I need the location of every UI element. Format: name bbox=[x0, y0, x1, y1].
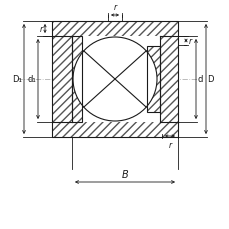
Text: d: d bbox=[197, 75, 202, 84]
Bar bbox=[52, 37, 72, 123]
Text: D: D bbox=[207, 75, 213, 84]
Bar bbox=[72, 37, 82, 123]
Bar bbox=[146, 47, 159, 112]
Text: d₁: d₁ bbox=[28, 75, 36, 84]
Bar bbox=[82, 37, 146, 123]
Text: r: r bbox=[168, 140, 171, 149]
Bar bbox=[52, 123, 177, 137]
Text: r: r bbox=[188, 37, 191, 46]
Text: D₁: D₁ bbox=[13, 75, 22, 84]
Text: B: B bbox=[121, 169, 128, 179]
Bar bbox=[72, 37, 82, 123]
Bar bbox=[52, 22, 177, 137]
Bar bbox=[146, 47, 159, 112]
Bar bbox=[52, 22, 177, 37]
Text: r: r bbox=[113, 3, 116, 12]
Circle shape bbox=[73, 38, 156, 121]
Bar bbox=[159, 37, 177, 123]
Text: r: r bbox=[40, 25, 43, 34]
